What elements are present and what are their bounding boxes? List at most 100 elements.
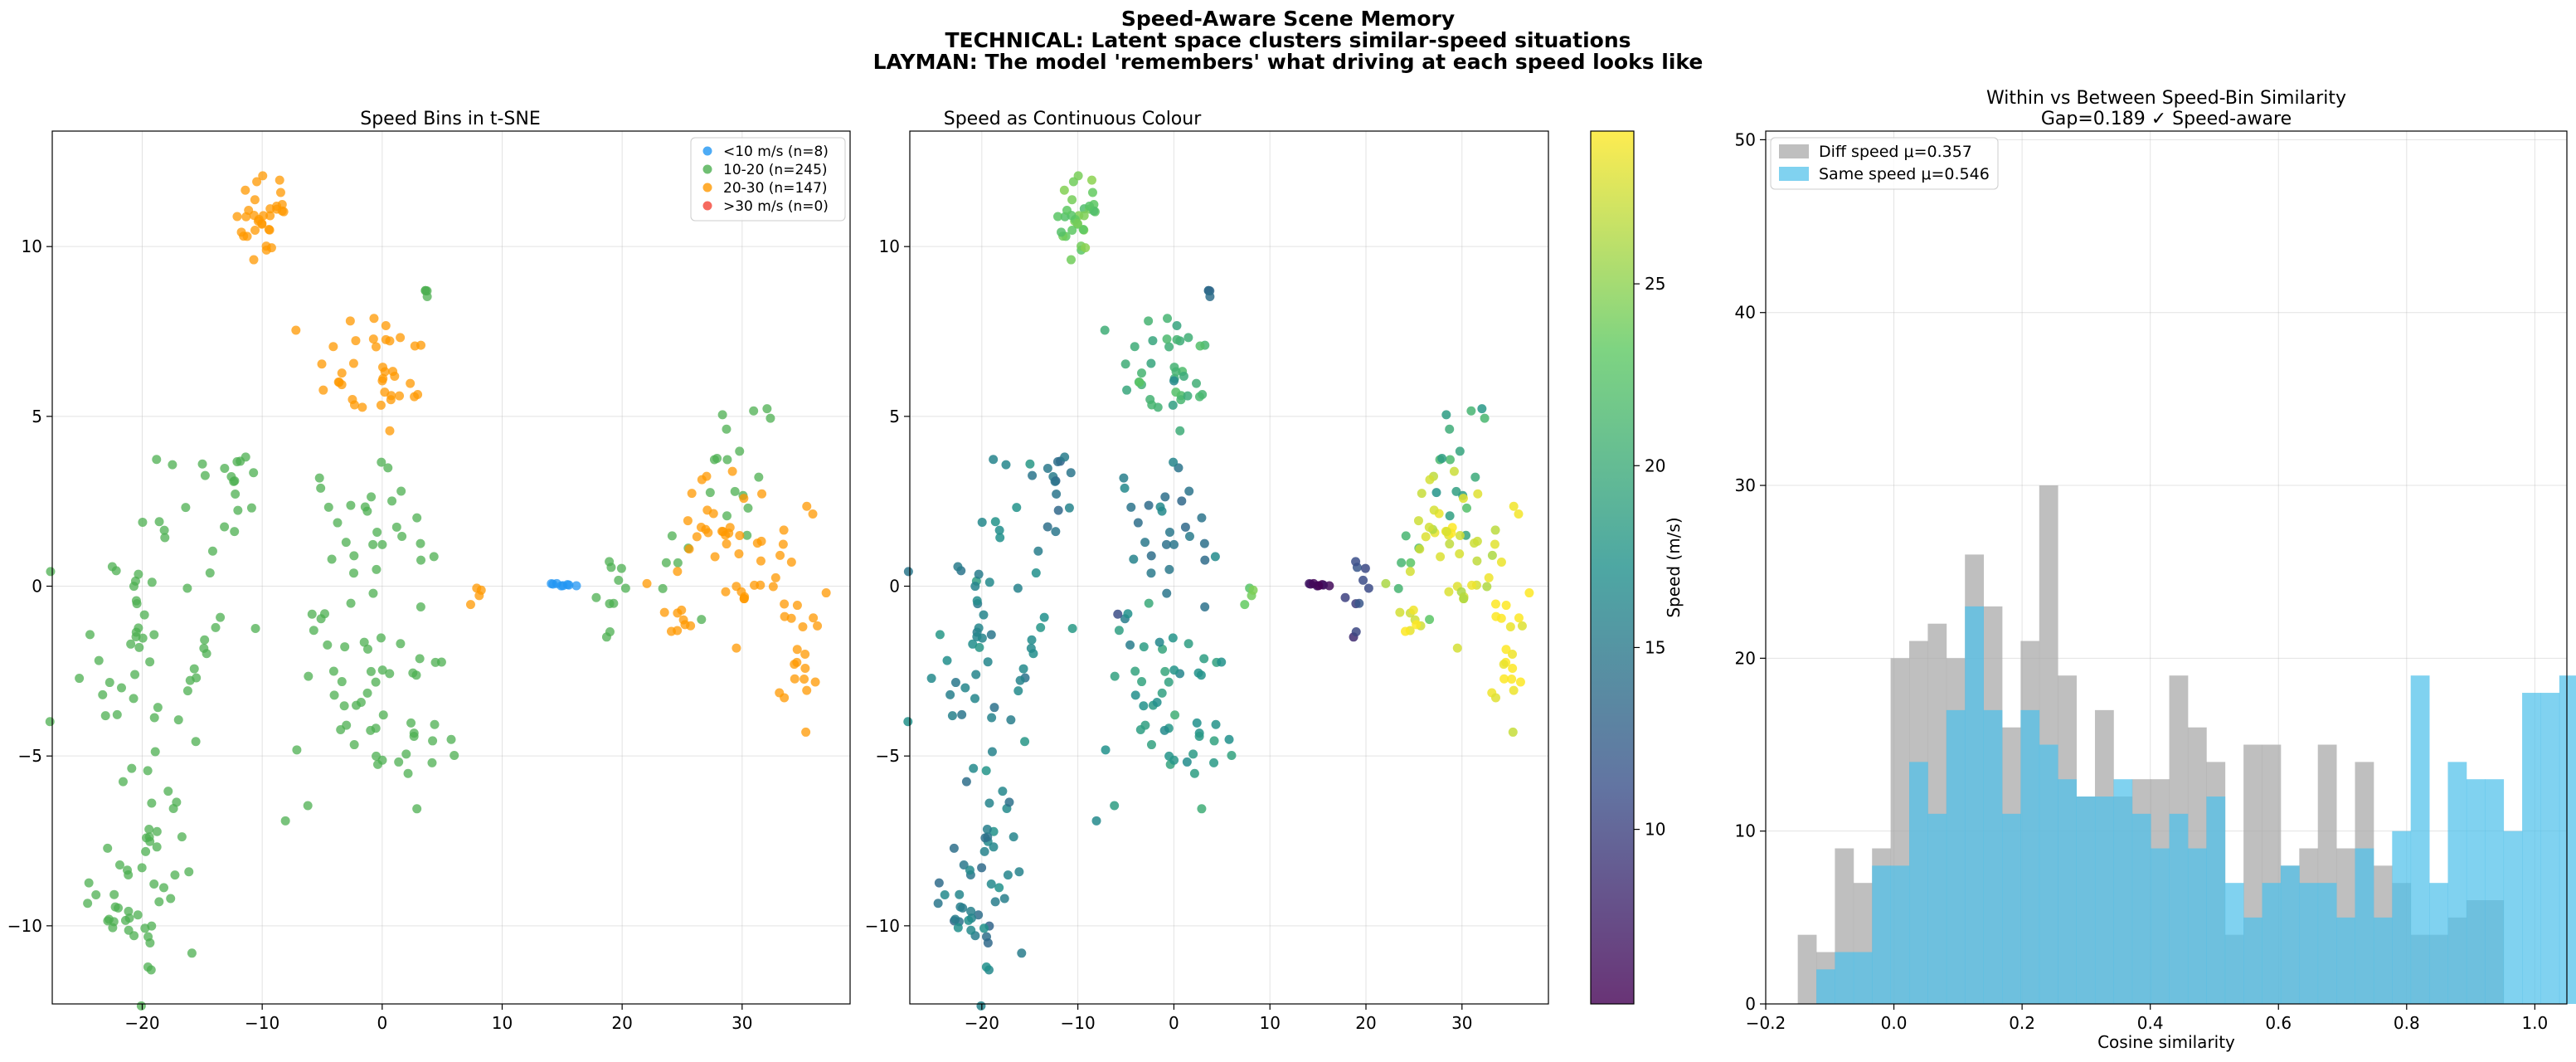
speed-point (994, 883, 1004, 893)
same-speed-bar (2224, 883, 2244, 1004)
bin-point (465, 600, 475, 610)
bin-point (391, 522, 401, 532)
speed-point (1490, 539, 1499, 549)
panel-2-ytick-label: 10 (879, 236, 900, 256)
bin-point (591, 592, 601, 602)
tsne-bins-panel: Speed Bins in t-SNE −20 −10 0 10 20 30 −10 −5 0 5… (7, 109, 851, 1033)
speed-point (1466, 406, 1476, 416)
speed-point (974, 569, 984, 579)
panel-1-ytick-label: −5 (18, 746, 42, 766)
bin-point (366, 666, 376, 676)
speed-point (1188, 749, 1198, 759)
speed-point (1004, 797, 1014, 807)
diff-speed-bar (1797, 934, 1817, 1004)
speed-point (1144, 598, 1154, 608)
speed-point (1146, 568, 1156, 578)
speed-point (1425, 475, 1435, 485)
speed-point (1148, 336, 1158, 346)
bin-point (231, 489, 241, 499)
speed-point (987, 747, 997, 757)
bin-point (377, 665, 387, 675)
bin-point (801, 727, 811, 737)
bin-point (476, 585, 486, 595)
bin-point (687, 489, 697, 499)
speed-point (1169, 539, 1179, 549)
panel-2-ytick-label: 0 (889, 577, 900, 597)
bin-point (45, 717, 55, 727)
speed-point (1079, 211, 1089, 221)
speed-point (1437, 454, 1447, 464)
speed-point (972, 631, 982, 641)
bin-point (385, 669, 395, 679)
same-speed-bar (2020, 709, 2040, 1004)
bin-point (109, 889, 119, 899)
bin-point (813, 621, 823, 631)
speed-point (1161, 539, 1171, 549)
speed-point (984, 798, 994, 808)
speed-point (1194, 392, 1204, 402)
bin-point (371, 342, 381, 352)
bin-point (616, 563, 626, 573)
speed-point (1487, 550, 1497, 560)
suptitle-line-2: TECHNICAL: Latent space clusters similar… (945, 28, 1631, 52)
speed-point (1397, 558, 1407, 568)
bin-point (427, 758, 437, 767)
bin-point (395, 391, 405, 401)
same-speed-bar (2280, 865, 2300, 1004)
bin-point (722, 455, 732, 465)
speed-point (957, 709, 967, 719)
bin-point (349, 551, 359, 561)
speed-point (1363, 583, 1373, 593)
bin-point (207, 546, 217, 556)
speed-point (1051, 527, 1061, 537)
similarity-histogram-panel: Within vs Between Speed-Bin Similarity G… (1735, 88, 2576, 1052)
speed-point (1050, 476, 1060, 486)
speed-point (1027, 635, 1037, 645)
same-speed-bar (1890, 865, 1910, 1004)
bin-point (396, 333, 406, 343)
bin-point (349, 568, 359, 578)
bin-point (409, 731, 419, 741)
speed-point (1026, 643, 1036, 653)
speed-point (1449, 466, 1459, 476)
bin-point (697, 615, 707, 625)
bin-point (780, 599, 790, 609)
speed-point (1182, 757, 1192, 767)
panel-2-frame (909, 130, 1549, 1005)
speed-point (1091, 816, 1101, 826)
speed-point (1484, 572, 1494, 582)
same-speed-bar (2373, 917, 2393, 1004)
speed-point (974, 623, 984, 633)
speed-point (983, 657, 993, 667)
speed-point (1199, 538, 1209, 548)
colorbar-label: Speed (m/s) (1664, 517, 1684, 617)
colorbar-tick-label: 10 (1645, 820, 1665, 840)
bin-point (327, 554, 337, 564)
speed-point (1123, 609, 1133, 619)
bin-point (661, 558, 671, 568)
speed-point (953, 562, 963, 572)
bin-point (368, 588, 378, 598)
panel-1-ytick-label: 10 (22, 236, 42, 256)
speed-point (935, 630, 945, 640)
speed-point (1200, 602, 1210, 611)
speed-point (1197, 513, 1207, 523)
bin-point (191, 737, 201, 747)
speed-point (1122, 385, 1132, 395)
speed-point (1429, 505, 1439, 515)
speed-point (1424, 523, 1434, 533)
bin-point (134, 569, 143, 579)
bin-point (362, 506, 372, 516)
speed-point (1043, 522, 1052, 532)
speed-point (979, 846, 989, 856)
bin-point (337, 677, 347, 687)
bin-point (380, 387, 390, 397)
speed-point (1477, 404, 1487, 414)
bin-point (396, 639, 406, 649)
panel-2-points (903, 171, 1534, 1011)
bin-point (150, 747, 160, 757)
bin-point (436, 657, 446, 667)
speed-point (1340, 592, 1350, 602)
speed-colorbar: 10 15 20 25 Speed (m/s) (1590, 130, 1684, 1005)
bin-point (189, 664, 199, 674)
